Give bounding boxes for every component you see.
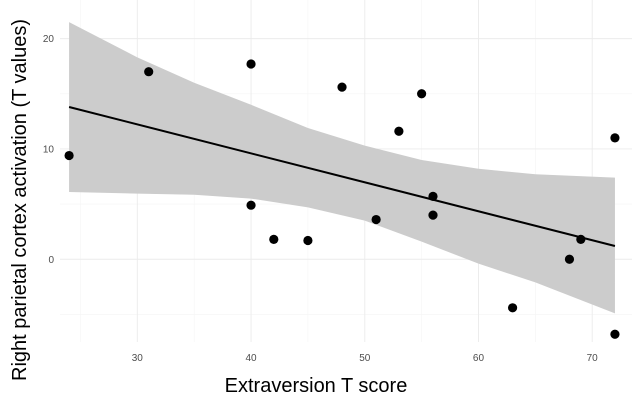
x-axis-title: Extraversion T score (225, 375, 408, 397)
data-points (64, 59, 620, 339)
y-tick-labels: 0 10 20 (43, 34, 55, 266)
x-tick-label: 60 (473, 353, 485, 364)
data-point (564, 254, 575, 264)
x-tick-label: 40 (245, 353, 257, 364)
y-tick-label: 0 (48, 255, 54, 266)
data-point (246, 200, 256, 210)
x-tick-label: 30 (132, 353, 144, 364)
data-point (64, 150, 74, 161)
x-tick-label: 50 (359, 353, 371, 364)
data-point (610, 133, 620, 143)
data-point (394, 126, 404, 136)
data-point (371, 214, 381, 225)
data-point (303, 235, 313, 246)
y-axis-title: Right parietal cortex activation (T valu… (9, 19, 31, 381)
y-tick-label: 10 (43, 144, 55, 155)
data-point (144, 67, 154, 77)
data-point (246, 59, 256, 69)
data-point (428, 210, 438, 220)
data-point (610, 329, 620, 339)
data-point (576, 234, 586, 244)
data-point (269, 234, 279, 244)
data-point (337, 82, 347, 92)
confidence-band (69, 22, 615, 314)
data-point (417, 89, 427, 99)
x-tick-labels: 30 40 50 60 70 (132, 353, 598, 364)
data-point (507, 303, 518, 313)
x-tick-label: 70 (587, 353, 599, 364)
regression-line (68, 106, 616, 247)
data-point (428, 191, 438, 201)
y-tick-label: 20 (43, 34, 55, 45)
